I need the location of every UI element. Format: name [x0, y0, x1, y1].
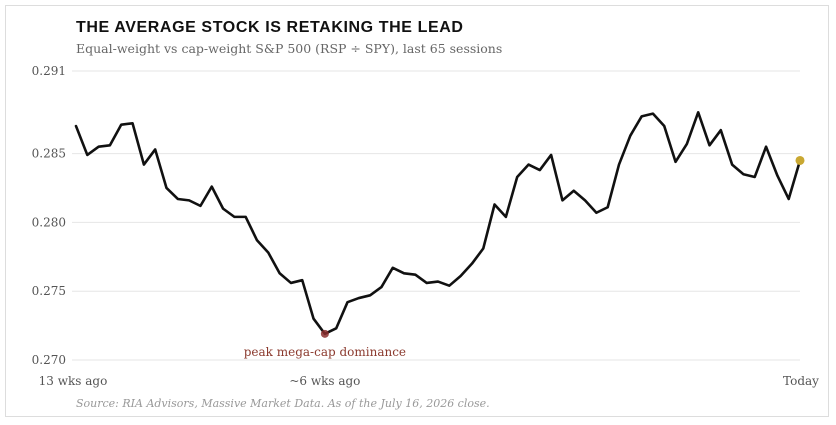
- trough-annotation: peak mega-cap dominance: [244, 345, 406, 359]
- chart-subtitle: Equal-weight vs cap-weight S&P 500 (RSP …: [76, 41, 503, 56]
- y-tick-label: 0.285: [32, 147, 66, 161]
- grid-lines: [72, 70, 800, 361]
- x-axis-labels: 13 wks ago ~6 wks ago Today: [39, 374, 820, 388]
- annotations: peak mega-cap dominance: [244, 345, 406, 359]
- chart-title: THE AVERAGE STOCK IS RETAKING THE LEAD: [76, 19, 464, 36]
- y-tick-label: 0.280: [32, 215, 66, 229]
- x-tick-label: 13 wks ago: [39, 374, 108, 388]
- trough-marker: [320, 329, 329, 338]
- latest-value-marker: [795, 155, 805, 165]
- markers: [320, 155, 805, 338]
- y-tick-label: 0.291: [32, 64, 66, 78]
- source-note: Source: RIA Advisors, Massive Market Dat…: [76, 397, 490, 410]
- series-lines: [74, 110, 802, 336]
- y-tick-label: 0.275: [32, 284, 66, 298]
- series-line: [74, 110, 802, 336]
- x-tick-label: Today: [783, 374, 819, 388]
- y-axis-labels: 0.291 0.285 0.280 0.275 0.270: [32, 64, 66, 367]
- chart-frame: [5, 5, 829, 417]
- x-tick-label: ~6 wks ago: [289, 374, 360, 388]
- y-tick-label: 0.270: [32, 353, 66, 367]
